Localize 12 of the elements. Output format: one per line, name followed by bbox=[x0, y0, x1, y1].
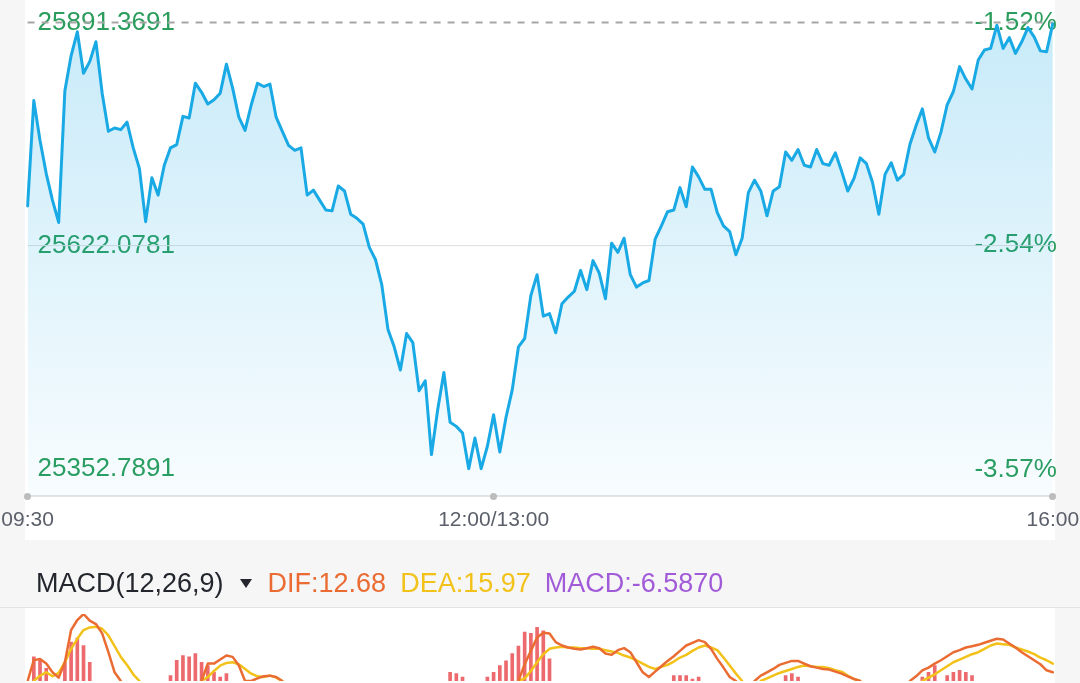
text: DEA:15.97 bbox=[400, 567, 531, 599]
chart-title: MACD(12,26,9) bbox=[36, 567, 224, 599]
y-tick-label: 25891.3691 bbox=[37, 5, 175, 36]
x-tick-label: 16:00 bbox=[1026, 507, 1080, 531]
y-tick-label: 25352.7891 bbox=[37, 451, 175, 482]
y2-tick-label: -3.57% bbox=[974, 452, 1057, 483]
x-tick-label: 12:00/13:00 bbox=[438, 507, 550, 531]
x-tick-label: 09:30 bbox=[1, 507, 54, 531]
text: MACD:-6.5870 bbox=[544, 567, 724, 599]
y2-tick-label: -2.54% bbox=[974, 228, 1057, 259]
y-tick-label: 25622.0781 bbox=[37, 228, 175, 259]
text: DIF:12.68 bbox=[267, 567, 387, 599]
